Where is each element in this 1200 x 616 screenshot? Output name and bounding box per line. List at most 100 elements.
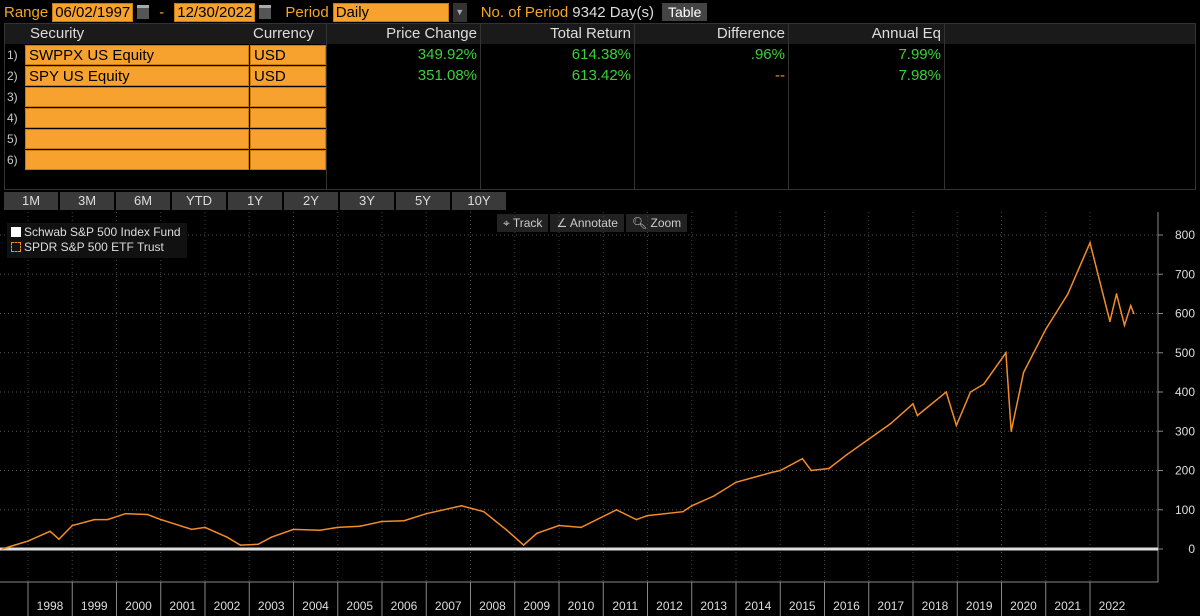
difference-value: -- (775, 67, 785, 84)
x-tick-label: 2015 (789, 599, 816, 613)
data-point (13, 544, 16, 546)
data-point (646, 514, 649, 517)
data-point (580, 526, 582, 529)
y-tick-label: 400 (1175, 385, 1195, 399)
series-line-spdr (2, 240, 1135, 550)
x-tick-label: 2004 (302, 599, 329, 613)
total-return-value: 614.38% (571, 46, 631, 63)
magnifier-icon: 🔍︎ (631, 216, 651, 230)
security-input[interactable] (25, 108, 249, 128)
security-input[interactable] (25, 87, 249, 107)
period-button-3m[interactable]: 3M (60, 192, 114, 210)
x-tick-label: 2021 (1054, 599, 1081, 613)
annotate-button[interactable]: ∠ Annotate (550, 214, 624, 232)
legend-item-schwab[interactable]: Schwab S&P 500 Index Fund (11, 225, 181, 240)
data-point (1109, 320, 1111, 323)
data-point (58, 538, 60, 540)
col-annual-eq: Annual Eq (789, 24, 943, 44)
zoom-button[interactable]: 🔍︎ Zoom (625, 214, 688, 232)
data-point (536, 532, 538, 535)
chevron-down-icon[interactable]: ▼ (452, 2, 467, 22)
col-difference: Difference (635, 24, 787, 44)
period-button-ytd[interactable]: YTD (172, 192, 226, 210)
row-number: 3) (7, 90, 18, 104)
data-point (71, 524, 74, 527)
period-button-1y[interactable]: 1Y (228, 192, 282, 210)
x-tick-label: 2003 (258, 599, 285, 613)
x-tick-label: 2010 (568, 599, 595, 613)
data-point (1022, 371, 1025, 374)
data-point (828, 467, 830, 470)
period-button-2y[interactable]: 2Y (284, 192, 338, 210)
data-point (1123, 324, 1126, 327)
period-button-3y[interactable]: 3Y (340, 192, 394, 210)
x-tick-label: 2002 (214, 599, 241, 613)
data-point (336, 526, 339, 529)
data-point (810, 469, 813, 472)
row-number: 5) (7, 132, 18, 146)
legend-swatch (11, 242, 21, 252)
calendar-icon[interactable] (259, 5, 272, 19)
annual-eq-value: 7.99% (898, 46, 941, 63)
legend-item-spdr[interactable]: SPDR S&P 500 ETF Trust (11, 240, 181, 255)
security-input[interactable]: SPY US Equity (25, 66, 249, 86)
data-point (146, 513, 149, 516)
total-return-value: 613.42% (571, 67, 631, 84)
start-date-input[interactable]: 06/02/1997 (52, 2, 134, 22)
calendar-icon[interactable] (137, 5, 150, 19)
currency-input[interactable] (250, 108, 326, 128)
x-tick-label: 2006 (391, 599, 418, 613)
data-point (770, 471, 773, 474)
table-button[interactable]: Table (661, 3, 708, 21)
period-buttons: 1M 3M 6M YTD 1Y 2Y 3Y 5Y 10Y (4, 192, 506, 210)
x-tick-label: 2007 (435, 599, 462, 613)
data-point (779, 469, 782, 472)
data-point (381, 520, 383, 523)
x-tick-label: 2013 (700, 599, 727, 613)
period-button-6m[interactable]: 6M (116, 192, 170, 210)
x-tick-label: 2012 (656, 599, 683, 613)
col-price-change: Price Change (327, 24, 479, 44)
difference-value: .96% (750, 46, 785, 63)
security-input[interactable] (25, 129, 249, 149)
data-point (190, 528, 193, 531)
y-tick-label: 0 (1188, 542, 1195, 556)
currency-input[interactable]: USD (250, 66, 326, 86)
data-point (460, 505, 463, 507)
track-button[interactable]: ⌖ Track (497, 214, 549, 232)
end-date-input[interactable]: 12/30/2022 (174, 2, 256, 22)
x-tick-label: 2001 (169, 599, 196, 613)
data-point (319, 529, 321, 531)
data-point (106, 518, 109, 521)
data-point (257, 543, 259, 546)
data-point (690, 505, 693, 507)
data-point (359, 525, 361, 528)
period-button-1m[interactable]: 1M (4, 192, 58, 210)
data-point (1129, 304, 1132, 307)
security-input[interactable] (25, 150, 249, 170)
currency-input[interactable] (250, 129, 326, 149)
chart-legend: Schwab S&P 500 Index Fund SPDR S&P 500 E… (7, 223, 187, 258)
legend-swatch (11, 227, 21, 237)
y-tick-label: 300 (1175, 424, 1195, 438)
period-button-5y[interactable]: 5Y (396, 192, 450, 210)
num-periods-value: 9342 Day(s) (572, 3, 654, 21)
data-point (845, 454, 848, 456)
price-change-value: 351.08% (417, 67, 477, 84)
currency-input[interactable]: USD (250, 45, 326, 65)
currency-input[interactable] (250, 150, 326, 170)
data-point (867, 438, 870, 440)
data-point (425, 512, 428, 515)
period-select[interactable]: Daily (332, 2, 449, 22)
security-input[interactable]: SWPPX US Equity (25, 45, 249, 65)
currency-input[interactable] (250, 87, 326, 107)
period-button-10y[interactable]: 10Y (452, 192, 506, 210)
data-point (93, 518, 96, 521)
x-tick-label: 2014 (745, 599, 772, 613)
x-tick-label: 1999 (81, 599, 108, 613)
y-tick-label: 600 (1175, 307, 1195, 321)
x-tick-label: 2019 (966, 599, 993, 613)
x-tick-label: 2005 (346, 599, 373, 613)
x-tick-label: 2018 (922, 599, 949, 613)
